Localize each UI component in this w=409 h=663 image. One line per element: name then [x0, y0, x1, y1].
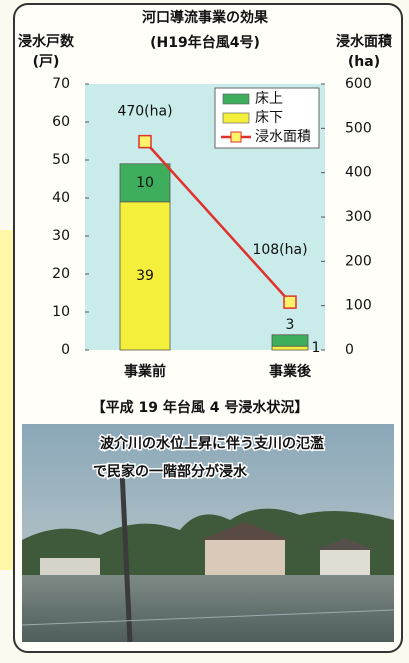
- legend-swatch: [223, 94, 249, 104]
- line-label: 470(ha): [117, 104, 172, 120]
- legend-marker: [231, 132, 241, 142]
- photo: [22, 424, 394, 642]
- photo-text-line: で民家の一階部分が浸水: [93, 463, 248, 480]
- y2-axis-unit: (ha): [348, 54, 380, 70]
- bar-label: 1: [312, 340, 321, 356]
- y2-tick-label: 500: [345, 120, 372, 136]
- line-marker: [139, 136, 151, 148]
- y-axis-label: 浸水戸数: [18, 33, 75, 50]
- y2-axis-label: 浸水面積: [336, 33, 393, 50]
- x-tick-label: 事業後: [269, 363, 312, 380]
- photo-text-line: 波介川の水位上昇に伴う支川の氾濫: [100, 435, 324, 452]
- photo-caption: 【平成 19 年台風 4 号浸水状況】: [92, 399, 309, 416]
- bar-label: 10: [136, 175, 154, 191]
- bar-segment: [272, 335, 308, 346]
- legend-label: 浸水面積: [255, 129, 311, 145]
- legend-label: 床下: [255, 110, 283, 126]
- legend-swatch: [223, 113, 249, 123]
- y-tick-label: 50: [52, 152, 70, 168]
- legend-label: 床上: [255, 91, 283, 107]
- y-axis-unit: (戸): [33, 54, 60, 70]
- y-tick-label: 20: [52, 266, 70, 282]
- y-tick-label: 10: [52, 304, 70, 320]
- y2-tick-label: 0: [345, 342, 354, 358]
- y2-tick-label: 300: [345, 209, 372, 225]
- x-tick-label: 事業前: [124, 363, 166, 380]
- chart-subtitle: (H19年台風4号): [150, 34, 260, 51]
- y-tick-label: 60: [52, 114, 70, 130]
- bar-label: 3: [286, 317, 295, 333]
- bar-label: 39: [136, 268, 154, 284]
- y-tick-label: 0: [61, 342, 70, 358]
- y2-tick-label: 400: [345, 165, 372, 181]
- bar-segment: [272, 346, 308, 350]
- y2-tick-label: 200: [345, 253, 372, 269]
- chart-title: 河口導流事業の効果: [142, 9, 269, 26]
- y2-tick-label: 600: [345, 76, 372, 92]
- y-tick-label: 70: [52, 76, 70, 92]
- page: 河口導流事業の効果 (H19年台風4号) 浸水戸数 (戸) 浸水面積 (ha) …: [0, 0, 409, 659]
- y2-tick-label: 100: [345, 298, 372, 314]
- line-label: 108(ha): [252, 242, 307, 258]
- y-tick-label: 30: [52, 228, 70, 244]
- line-marker: [284, 296, 296, 308]
- y-tick-label: 40: [52, 190, 70, 206]
